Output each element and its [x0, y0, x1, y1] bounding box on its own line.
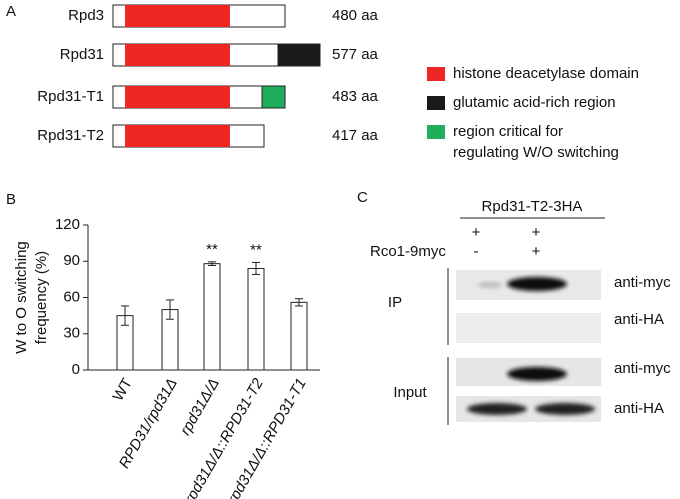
- error-bar: [166, 299, 174, 320]
- domain: [261, 85, 286, 109]
- y-tick-label: 0: [72, 361, 80, 378]
- protein-name: Rpd31-T1: [37, 88, 104, 105]
- group-label: Input: [393, 384, 427, 401]
- legend-label: glutamic acid-rich region: [453, 94, 616, 111]
- error-bar: [252, 261, 260, 276]
- protein-name: Rpd31: [60, 46, 104, 63]
- bar: [203, 263, 221, 371]
- lane-sign: +: [472, 224, 481, 241]
- y-axis-title: W to O switching: [13, 241, 30, 354]
- panel-letter: C: [357, 189, 368, 206]
- lane-sign: +: [532, 224, 541, 241]
- bar: [290, 301, 308, 371]
- legend-label: regulating W/O switching: [453, 144, 619, 161]
- protein-length: 480 aa: [332, 7, 379, 24]
- y-tick-label: 90: [63, 252, 80, 269]
- row-label: Rco1-9myc: [370, 243, 446, 260]
- error-bar: [295, 298, 303, 307]
- band: [467, 403, 527, 415]
- legend-label: region critical for: [453, 123, 563, 140]
- x-tick-label: rpd31Δ/Δ: [177, 375, 223, 438]
- protein-name: Rpd31-T2: [37, 127, 104, 144]
- band: [507, 277, 567, 291]
- significance: **: [250, 241, 262, 258]
- error-bar: [121, 305, 129, 326]
- protein-diagrams: [112, 4, 321, 148]
- protein-length: 577 aa: [332, 46, 379, 63]
- band: [535, 403, 595, 415]
- domain: [125, 125, 230, 147]
- y-tick-label: 30: [63, 325, 80, 342]
- y-tick-label: 120: [55, 216, 80, 233]
- blots: [447, 217, 605, 425]
- panel-a: Rpd3 480 aa Rpd31 577 aa Rpd31-T1 483 aa Rpd31…: [37, 7, 639, 161]
- error-bar: [208, 261, 216, 266]
- band: [507, 367, 567, 381]
- domain: [125, 5, 230, 27]
- lane-sign: -: [474, 243, 479, 260]
- domain: [125, 86, 230, 108]
- protein-name: Rpd3: [68, 7, 104, 24]
- lane-sign: +: [532, 243, 541, 260]
- band: [478, 282, 502, 288]
- y-tick-label: 60: [63, 288, 80, 305]
- antibody-label: anti-HA: [614, 311, 664, 328]
- group-label: IP: [388, 294, 402, 311]
- legend-swatch: [427, 67, 445, 81]
- panel-letter: B: [6, 191, 16, 208]
- domain: [125, 44, 230, 66]
- construct-label: Rpd31-T2-3HA: [482, 198, 583, 215]
- legend-label: histone deacetylase domain: [453, 65, 639, 82]
- blot: [456, 313, 601, 343]
- panel-letter: A: [6, 3, 16, 20]
- legend-swatch: [427, 96, 445, 110]
- protein-length: 417 aa: [332, 127, 379, 144]
- antibody-label: anti-myc: [614, 360, 671, 377]
- y-axis-title: frequency (%): [33, 251, 50, 344]
- protein-length: 483 aa: [332, 88, 379, 105]
- bar: [247, 268, 265, 371]
- domain: [277, 43, 321, 67]
- x-tick-label: WT: [110, 375, 136, 404]
- x-tick-label: rpd31Δ/Δ::RPD31-T1: [224, 375, 310, 499]
- significance: **: [206, 241, 218, 258]
- panel-b: B 0 30 60 90 120 W to O switching frequency (%)…: [6, 191, 320, 499]
- antibody-label: anti-HA: [614, 400, 664, 417]
- legend-swatch: [427, 125, 445, 139]
- x-tick-label: rpd31Δ/Δ::RPD31-T2: [181, 375, 267, 499]
- antibody-label: anti-myc: [614, 274, 671, 291]
